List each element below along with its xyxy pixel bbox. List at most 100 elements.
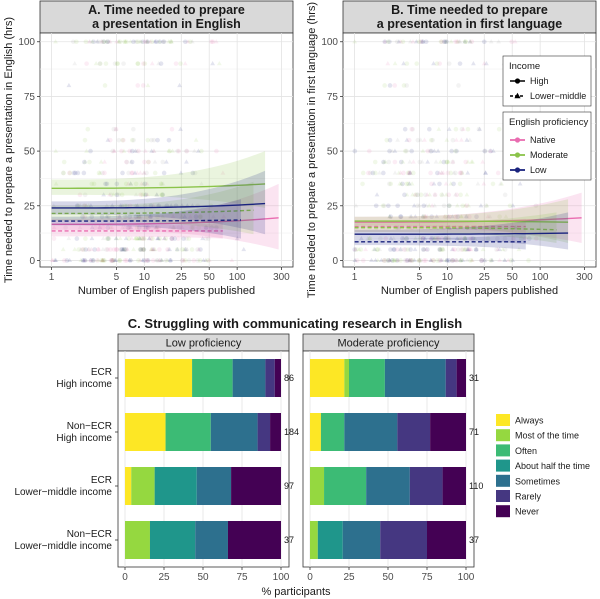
data-point: [406, 137, 412, 143]
data-point: [460, 126, 466, 131]
data-point: [146, 235, 152, 241]
bar-n-label: 37: [284, 535, 294, 545]
legend-label-moderate: Moderate: [530, 150, 568, 160]
data-point: [412, 192, 418, 197]
data-point: [141, 247, 147, 252]
data-point: [197, 214, 203, 220]
data-point: [114, 247, 120, 252]
data-point: [408, 170, 413, 175]
data-point: [425, 214, 430, 219]
data-point: [444, 39, 449, 45]
data-point: [206, 236, 211, 241]
data-point: [428, 137, 434, 143]
data-point: [465, 170, 471, 175]
data-point: [149, 61, 155, 66]
data-point: [455, 39, 460, 44]
data-point: [378, 236, 383, 241]
data-point: [467, 246, 473, 252]
panel-c-legend: Always Most of the time Often About half th…: [496, 414, 590, 518]
data-point: [196, 225, 201, 230]
data-point: [483, 203, 489, 209]
data-point: [449, 148, 454, 154]
data-point: [142, 225, 148, 230]
data-point: [398, 258, 403, 263]
data-point: [386, 258, 391, 263]
y-tick-label: 75: [24, 92, 36, 103]
data-point: [184, 148, 190, 154]
data-point: [356, 246, 362, 252]
data-point: [140, 83, 146, 88]
data-point: [406, 170, 412, 175]
data-point: [114, 39, 120, 44]
data-point: [87, 159, 92, 165]
legend-key-about-half-the-time: [496, 459, 510, 472]
data-point: [102, 170, 107, 176]
y-tick-label: 0: [332, 256, 338, 267]
data-point: [502, 247, 508, 252]
data-point: [169, 126, 175, 132]
category-label: High income: [56, 379, 112, 390]
data-point: [211, 214, 216, 219]
data-point: [415, 203, 420, 209]
data-point: [502, 192, 508, 198]
data-point: [388, 235, 394, 241]
data-point: [436, 170, 442, 175]
data-point: [147, 39, 153, 44]
data-point: [387, 214, 392, 219]
data-point: [358, 247, 364, 252]
bar-segment-sometimes: [366, 467, 410, 505]
data-point: [166, 39, 172, 44]
data-point: [145, 258, 151, 263]
bar-segment-always: [125, 359, 193, 397]
data-point: [131, 126, 136, 132]
data-point: [114, 235, 119, 241]
data-point: [423, 258, 428, 263]
y-tick-label: 0: [29, 256, 35, 267]
data-point: [124, 258, 130, 263]
data-point: [84, 61, 89, 66]
data-point: [481, 181, 487, 186]
data-point: [120, 246, 126, 252]
panel-a-points: [49, 39, 247, 263]
data-point: [145, 257, 151, 263]
data-point: [60, 246, 66, 252]
data-point: [417, 257, 423, 263]
data-point: [452, 257, 458, 263]
data-point: [129, 148, 135, 154]
data-point: [352, 148, 358, 154]
data-point: [149, 137, 154, 143]
data-point: [404, 258, 410, 263]
data-point: [450, 137, 456, 143]
data-point: [510, 257, 516, 263]
data-point: [111, 258, 116, 263]
data-point: [443, 181, 449, 186]
data-point: [427, 192, 433, 197]
data-point: [137, 235, 143, 241]
data-point: [415, 192, 420, 198]
data-point: [468, 246, 474, 252]
data-point: [153, 39, 159, 45]
data-point: [153, 257, 159, 263]
data-point: [127, 257, 133, 263]
income-legend: Income High Lower−middle: [502, 55, 592, 107]
bar-segment-always: [310, 359, 345, 397]
data-point: [174, 246, 180, 252]
data-point: [472, 235, 478, 241]
data-point: [82, 192, 88, 198]
data-point: [406, 181, 412, 186]
bar-segment-most-of-the-time: [310, 521, 318, 559]
data-point: [507, 203, 513, 209]
data-point: [155, 137, 160, 143]
data-point: [372, 246, 378, 252]
data-point: [388, 247, 393, 252]
data-point: [117, 258, 122, 263]
data-point: [119, 203, 125, 208]
data-point: [442, 39, 447, 45]
data-point: [352, 246, 358, 252]
data-point: [387, 137, 393, 143]
data-point: [455, 247, 461, 252]
data-point: [129, 159, 135, 165]
bar-segment-never: [227, 521, 281, 559]
data-point: [454, 235, 460, 241]
data-point: [463, 39, 468, 45]
